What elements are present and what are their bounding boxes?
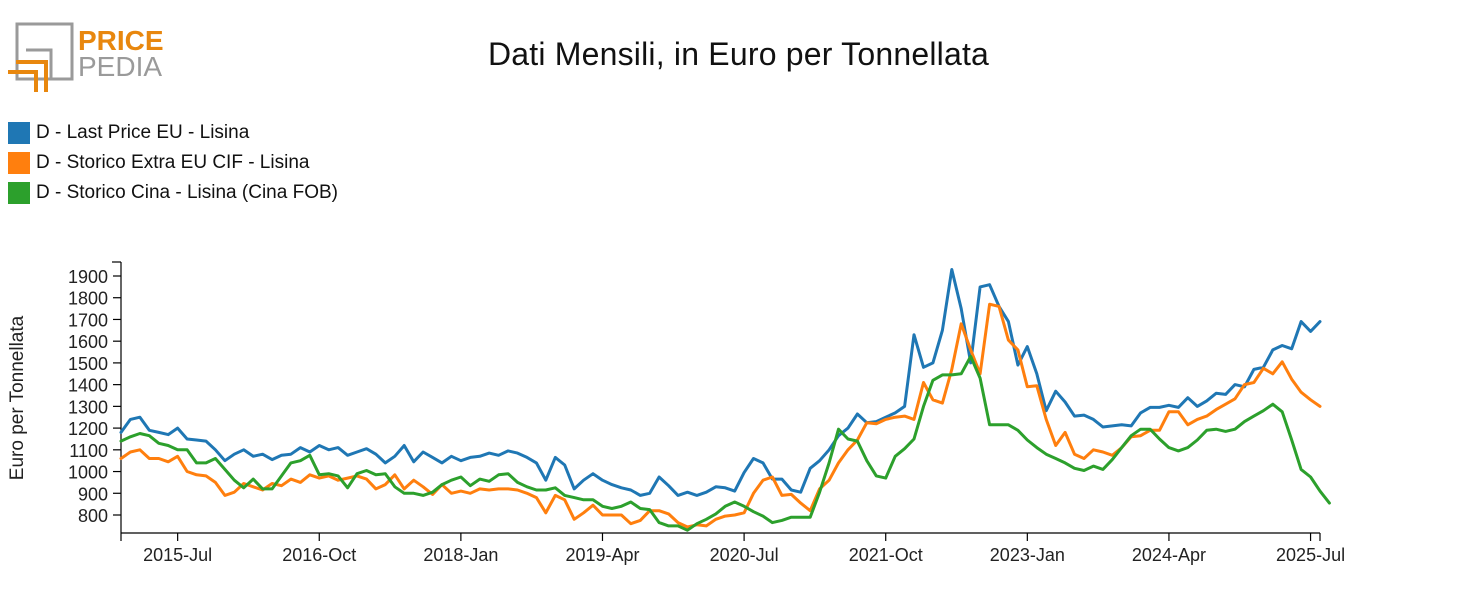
x-tick-label: 2024-Apr [1132, 545, 1206, 565]
x-tick-label: 2020-Jul [710, 545, 779, 565]
x-tick-label: 2021-Oct [849, 545, 923, 565]
legend-label: D - Last Price EU - Lisina [36, 122, 250, 143]
y-tick-label: 800 [78, 506, 108, 526]
y-tick-label: 1000 [68, 463, 108, 483]
legend-swatch [8, 182, 30, 204]
legend-swatch [8, 122, 30, 144]
y-tick-label: 1200 [68, 419, 108, 439]
x-tick-label: 2016-Oct [282, 545, 356, 565]
logo-text-pedia: PEDIA [78, 51, 162, 82]
pricepedia-logo: PRICE PEDIA [6, 20, 166, 95]
axes: 8009001000110012001300140015001600170018… [68, 261, 1345, 565]
chart-title: Dati Mensili, in Euro per Tonnellata [487, 36, 990, 72]
x-tick-label: 2018-Jan [423, 545, 498, 565]
y-tick-label: 900 [78, 484, 108, 504]
y-tick-label: 1900 [68, 267, 108, 287]
series-line-last-price-eu [119, 268, 1322, 497]
y-tick-label: 1700 [68, 310, 108, 330]
y-tick-label: 1500 [68, 354, 108, 374]
logo-mark-icon: PRICE PEDIA [8, 22, 164, 92]
chart-legend: D - Last Price EU - Lisina D - Storico E… [8, 118, 338, 208]
y-axis-label: Euro per Tonnellata [7, 315, 28, 480]
logo-text-price: PRICE [78, 25, 164, 56]
y-tick-label: 1100 [69, 441, 108, 461]
y-tick-label: 1600 [68, 332, 108, 352]
legend-label: D - Storico Cina - Lisina (Cina FOB) [36, 182, 338, 203]
y-tick-label: 1400 [68, 376, 108, 396]
series-layer [119, 268, 1331, 532]
legend-item-last-price-eu[interactable]: D - Last Price EU - Lisina [8, 118, 338, 148]
legend-swatch [8, 152, 30, 174]
legend-label: D - Storico Extra EU CIF - Lisina [36, 152, 310, 173]
x-tick-label: 2019-Apr [565, 545, 639, 565]
x-tick-label: 2025-Jul [1276, 545, 1345, 565]
series-line-cina-fob [119, 354, 1331, 532]
legend-item-cina-fob[interactable]: D - Storico Cina - Lisina (Cina FOB) [8, 178, 338, 208]
x-tick-label: 2015-Jul [143, 545, 212, 565]
legend-item-extra-eu-cif[interactable]: D - Storico Extra EU CIF - Lisina [8, 148, 338, 178]
y-tick-label: 1300 [68, 397, 108, 417]
y-tick-label: 1800 [68, 289, 108, 309]
x-tick-label: 2023-Jan [990, 545, 1065, 565]
